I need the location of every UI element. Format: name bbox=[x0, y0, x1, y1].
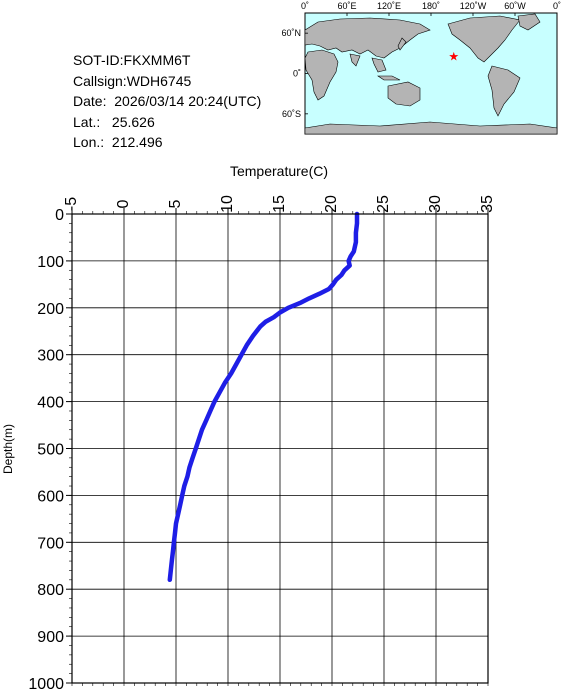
map-lon-label: 60˚W bbox=[504, 1, 526, 11]
y-tick-label: 700 bbox=[37, 535, 64, 552]
map-lon-label: 0˚ bbox=[301, 1, 309, 11]
temperature-series bbox=[167, 211, 360, 583]
x-tick-label: -5 bbox=[63, 197, 80, 211]
x-tick-label: 0 bbox=[115, 199, 132, 208]
latitude-label: Lat.: 25.626 bbox=[73, 113, 155, 130]
y-tick-label: 500 bbox=[37, 442, 64, 459]
map-lon-label: 180˚ bbox=[422, 1, 440, 11]
map-lon-label: 120˚E bbox=[377, 1, 401, 11]
map-lat-label: 60˚N bbox=[281, 28, 301, 38]
longitude-label: Lon.: 212.496 bbox=[73, 134, 163, 150]
map-lon-label: 120˚W bbox=[460, 1, 487, 11]
map-lon-label: 60˚E bbox=[337, 1, 356, 11]
map-ticks bbox=[304, 13, 558, 115]
y-tick-label: 900 bbox=[37, 629, 64, 646]
date-label: Date: 2026/03/14 20:24(UTC) bbox=[73, 93, 262, 109]
callsign-label: Callsign:WDH6745 bbox=[73, 72, 192, 89]
location-map: 0˚ 60˚E 120˚E 180˚ 120˚W 60˚W 0˚ 60˚N 0˚ 60˚S ★ bbox=[281, 1, 561, 135]
temperature-profile-line bbox=[167, 211, 360, 583]
y-tick-label: 400 bbox=[37, 395, 64, 412]
x-tick-label: 5 bbox=[167, 199, 184, 208]
map-latitude-labels: 60˚N 0˚ 60˚S bbox=[281, 28, 301, 119]
x-tick-label: 35 bbox=[479, 195, 496, 213]
map-land bbox=[304, 13, 558, 135]
map-longitude-labels: 0˚ 60˚E 120˚E 180˚ 120˚W 60˚W 0˚ bbox=[301, 1, 561, 11]
station-marker: ★ bbox=[448, 49, 459, 63]
x-tick-label: 20 bbox=[323, 195, 340, 213]
y-tick-label: 100 bbox=[37, 254, 64, 271]
chart-grid bbox=[66, 208, 489, 686]
x-tick-label: 15 bbox=[271, 195, 288, 213]
y-tick-label: 300 bbox=[37, 348, 64, 365]
x-tick-labels: -5 0 5 10 15 20 25 30 35 bbox=[63, 195, 496, 213]
metadata-panel: SOT-ID:FKXMM6T Callsign:WDH6745 Date: 20… bbox=[73, 50, 261, 153]
x-tick-label: 10 bbox=[219, 195, 236, 213]
y-tick-label: 1000 bbox=[28, 676, 64, 690]
plot-frame bbox=[71, 213, 489, 684]
y-axis-label: Depth(m) bbox=[1, 424, 15, 474]
x-tick-label: 25 bbox=[375, 195, 392, 213]
map-lat-label: 60˚S bbox=[282, 109, 301, 119]
x-tick-label: 30 bbox=[427, 195, 444, 213]
map-lon-label: 0˚ bbox=[553, 1, 561, 11]
y-tick-label: 0 bbox=[55, 207, 64, 224]
y-tick-labels: 0 100 200 300 400 500 600 700 800 900 1000 bbox=[28, 207, 64, 690]
y-tick-label: 600 bbox=[37, 488, 64, 505]
sot-id-label: SOT-ID:FKXMM6T bbox=[73, 52, 191, 68]
y-tick-label: 800 bbox=[37, 582, 64, 599]
y-tick-label: 200 bbox=[37, 301, 64, 318]
map-lat-label: 0˚ bbox=[293, 69, 301, 79]
x-axis-label: Temperature(C) bbox=[230, 163, 328, 179]
